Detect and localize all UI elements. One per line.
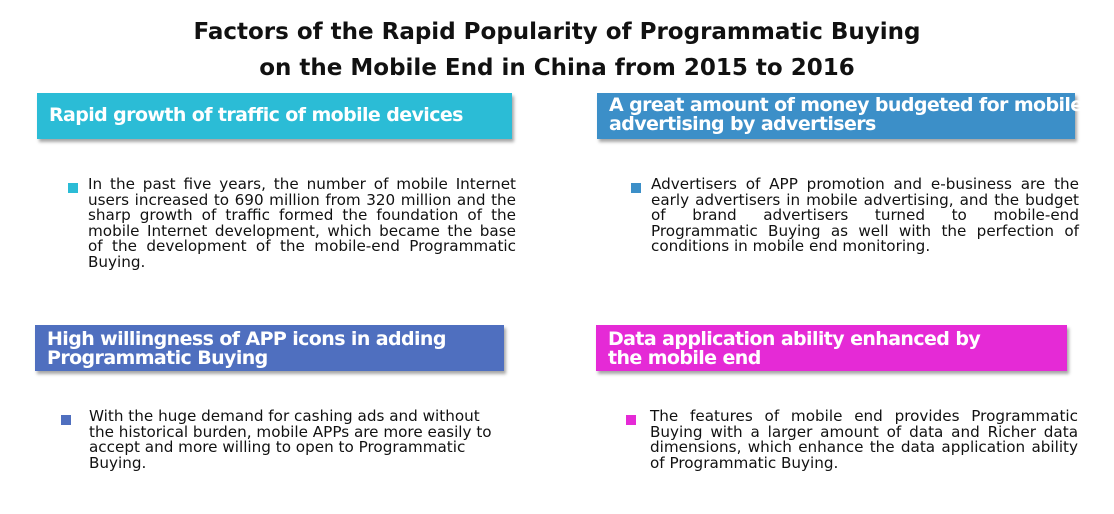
- panel-heading-line: Data application ability enhanced by: [608, 328, 981, 350]
- panel-heading-line: Programmatic Buying: [47, 347, 268, 369]
- bullet-square-icon: [631, 183, 641, 193]
- page-title: Factors of the Rapid Popularity of Progr…: [0, 14, 1114, 86]
- panel-heading-line: the mobile end: [608, 347, 761, 369]
- title-line-2: on the Mobile End in China from 2015 to …: [259, 55, 855, 81]
- panel-body-text: Advertisers of APP promotion and e-busin…: [651, 175, 1079, 255]
- panel-heading-data-ability: Data application ability enhanced by the…: [596, 325, 1067, 371]
- bullet-square-icon: [626, 415, 636, 425]
- panel-body-text: The features of mobile end provides Prog…: [650, 407, 1078, 472]
- panel-heading-app-willingness: High willingness of APP icons in adding …: [35, 325, 504, 371]
- bullet-square-icon: [68, 183, 78, 193]
- panel-heading-line: advertising by advertisers: [609, 113, 876, 135]
- panel-heading-line: High willingness of APP icons in adding: [47, 328, 446, 350]
- panel-heading-line: A great amount of money budgeted for mob…: [609, 94, 1083, 116]
- panel-heading-traffic-growth: Rapid growth of traffic of mobile device…: [37, 93, 512, 139]
- panel-body-text: In the past five years, the number of mo…: [88, 175, 516, 271]
- panel-heading-mobile-budget: A great amount of money budgeted for mob…: [597, 93, 1083, 139]
- panel-heading-line: Rapid growth of traffic of mobile device…: [49, 104, 463, 126]
- bullet-square-icon: [61, 415, 71, 425]
- title-line-1: Factors of the Rapid Popularity of Progr…: [193, 19, 921, 45]
- panel-body-text: With the huge demand for cashing ads and…: [89, 407, 492, 472]
